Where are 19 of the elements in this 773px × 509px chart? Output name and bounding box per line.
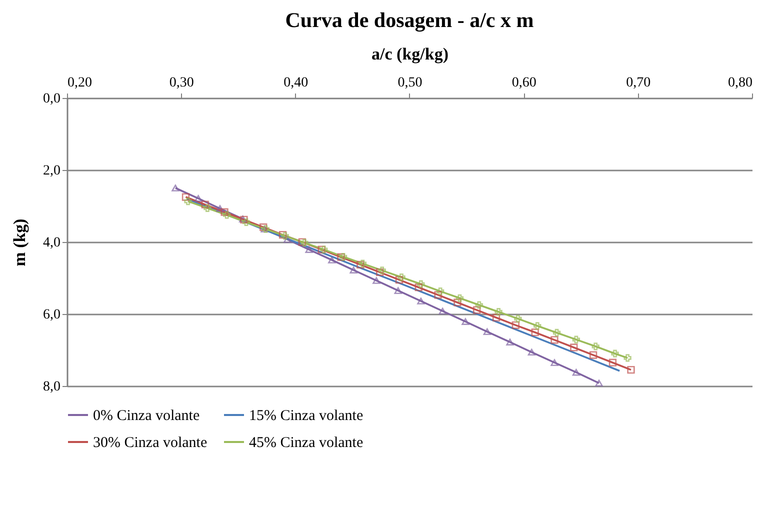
- x-tick-label: 0,80: [728, 76, 752, 90]
- x-tick-label: 0,40: [284, 76, 308, 90]
- x-tick-label: 0,70: [626, 76, 651, 90]
- chart-title: Curva de dosagem - a/c x m: [285, 8, 534, 32]
- legend-label: 0% Cinza volante: [93, 408, 200, 424]
- legend-label: 45% Cinza volante: [249, 435, 364, 451]
- y-tick-label: 6,0: [43, 308, 60, 322]
- legend-label: 30% Cinza volante: [93, 435, 208, 451]
- x-tick-label: 0,60: [512, 76, 536, 90]
- legend-label: 15% Cinza volante: [249, 408, 364, 424]
- y-tick-label: 8,0: [43, 380, 60, 394]
- x-tick-label: 0,50: [398, 76, 422, 90]
- y-tick-label: 0,0: [43, 92, 60, 106]
- x-axis-title: a/c (kg/kg): [372, 44, 448, 64]
- x-tick-label: 0,30: [169, 76, 194, 90]
- y-axis-title: m (kg): [10, 218, 29, 266]
- y-tick-label: 4,0: [43, 236, 60, 250]
- x-tick-label: 0,20: [68, 76, 92, 90]
- y-tick-label: 2,0: [43, 164, 60, 178]
